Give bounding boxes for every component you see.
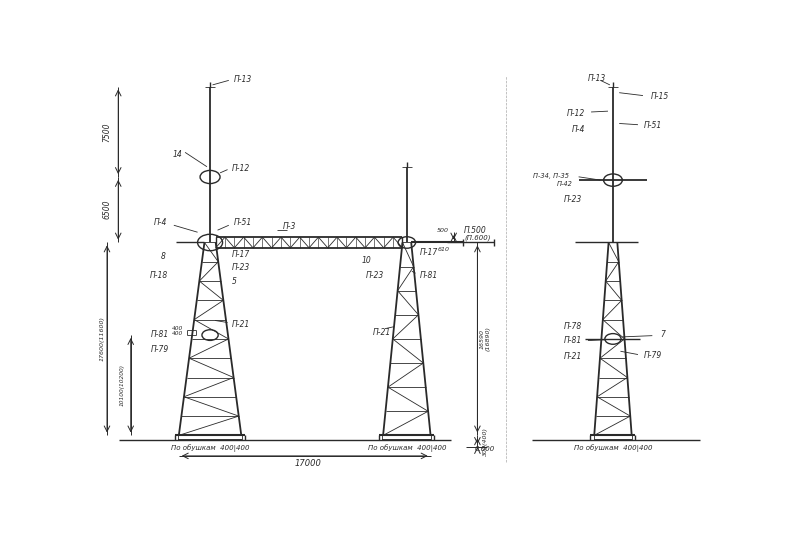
- Text: П-34, П-35: П-34, П-35: [534, 173, 569, 179]
- Text: П.500: П.500: [464, 225, 487, 235]
- Text: П-4: П-4: [154, 219, 168, 227]
- Text: П-81: П-81: [152, 330, 169, 340]
- Text: 10100(10200): 10100(10200): [120, 364, 125, 406]
- Text: П-12: П-12: [567, 109, 585, 118]
- Text: 7: 7: [660, 330, 665, 340]
- Text: 17600(11600): 17600(11600): [99, 317, 105, 361]
- Text: П-51: П-51: [644, 121, 663, 130]
- Text: 400: 400: [172, 332, 183, 336]
- Text: По обушкам  400|400: По обушкам 400|400: [368, 445, 446, 453]
- Text: 8: 8: [160, 252, 166, 261]
- Text: 400: 400: [172, 326, 183, 331]
- Text: П-81: П-81: [419, 271, 438, 280]
- Text: П-4: П-4: [571, 125, 585, 134]
- Text: 500: 500: [438, 229, 449, 233]
- Text: П-21: П-21: [372, 328, 391, 337]
- Text: П-13: П-13: [234, 75, 252, 84]
- Text: 7500: 7500: [102, 122, 111, 141]
- Text: П-23: П-23: [232, 263, 250, 272]
- Text: П-13: П-13: [588, 74, 606, 83]
- Text: П-23: П-23: [366, 271, 384, 280]
- Text: П-79: П-79: [644, 351, 663, 360]
- Text: 16590
(16890): 16590 (16890): [480, 326, 491, 351]
- Text: П-78: П-78: [563, 322, 582, 331]
- Text: 5: 5: [232, 277, 237, 286]
- Text: 17000: 17000: [295, 459, 322, 468]
- Text: П-3: П-3: [283, 222, 297, 231]
- Text: 0.000: 0.000: [474, 446, 495, 452]
- Text: 10: 10: [361, 256, 371, 265]
- Text: П-51: П-51: [234, 219, 252, 227]
- Text: П-21: П-21: [232, 320, 250, 329]
- Text: П-18: П-18: [149, 271, 168, 280]
- Text: (П.600): (П.600): [464, 235, 491, 241]
- Text: По обушкам  400|400: По обушкам 400|400: [574, 445, 652, 453]
- Text: П-17: П-17: [419, 248, 438, 257]
- Text: 14: 14: [172, 150, 182, 159]
- Text: П-42: П-42: [556, 181, 572, 187]
- Text: П-15: П-15: [650, 92, 669, 101]
- Text: П-23: П-23: [563, 195, 582, 204]
- Text: 6500: 6500: [102, 200, 111, 220]
- Text: По обушкам  400|400: По обушкам 400|400: [171, 445, 249, 453]
- Text: 610: 610: [438, 247, 449, 253]
- Text: П-12: П-12: [232, 164, 250, 173]
- Text: П-81: П-81: [563, 336, 582, 345]
- Text: П-79: П-79: [152, 345, 169, 354]
- Text: П-21: П-21: [563, 352, 582, 361]
- Text: 300(400): 300(400): [483, 426, 488, 456]
- Text: П-17: П-17: [232, 251, 250, 259]
